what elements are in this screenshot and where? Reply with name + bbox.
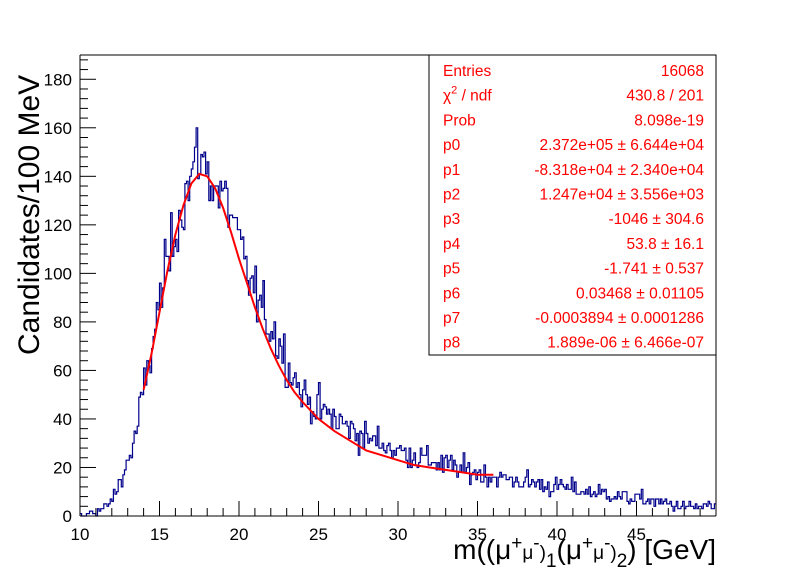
y-tick-label: 80 [53,313,72,332]
axis-layer: 10 15 20 25 30 35 40 45 0 20 40 60 80 100 120 140 160 180 [44,54,717,544]
stats-value: -8.318e+04 ± 2.340e+04 [534,162,704,179]
y-tick-label: 140 [44,167,72,186]
x-tick-label: 35 [468,525,487,544]
y-tick-label: 0 [63,507,72,526]
y-tick-label: 60 [53,361,72,380]
y-tick-label: 40 [53,410,72,429]
stats-label: p8 [443,335,460,352]
stats-value: 8.098e-19 [634,112,704,129]
x-axis-title: m((μ+μ-)1(μ+μ-)2) [GeV] [453,533,716,572]
fit-curve [142,172,494,476]
stats-value: -0.0003894 ± 0.0001286 [535,310,704,327]
y-tick-label: 180 [44,70,72,89]
stats-label: p7 [443,310,460,327]
y-tick-label: 100 [44,264,72,283]
stats-label: p5 [443,261,460,278]
y-axis-title: Candidates/100 MeV [13,75,46,355]
y-tick-label: 120 [44,216,72,235]
stats-label: χ2 / ndf [443,85,492,105]
stats-box: Entries 16068 χ2 / ndf 430.8 / 201 Prob 8.098… [428,54,717,356]
stats-value: 1.247e+04 ± 3.556e+03 [539,187,704,204]
fit-curve-layer [142,172,494,476]
stats-value: -1046 ± 304.6 [608,211,704,228]
stats-value: 53.8 ± 16.1 [627,236,704,253]
stats-value: 430.8 / 201 [626,88,704,105]
x-tick-label: 20 [230,525,249,544]
x-tick-label: 30 [389,525,408,544]
stats-label: p6 [443,285,460,302]
x-tick-label: 15 [150,525,169,544]
stats-label: p4 [443,236,461,253]
x-tick-label: 10 [71,525,90,544]
stats-box-frame [428,54,717,356]
stats-label: p0 [443,137,461,154]
stats-label: p1 [443,162,460,179]
stats-label: Entries [443,63,491,80]
stats-value: 0.03468 ± 0.01105 [576,285,704,302]
stats-value: -1.741 ± 0.537 [604,261,704,278]
x-tick-label: 45 [627,525,646,544]
stats-value: 2.372e+05 ± 6.644e+04 [539,137,704,154]
stats-value: 1.889e-06 ± 6.466e-07 [547,335,704,352]
x-tick-label: 25 [309,525,328,544]
y-tick-label: 160 [44,119,72,138]
stats-label: Prob [443,112,476,129]
y-tick-label: 20 [53,458,72,477]
stats-label: p3 [443,211,460,228]
stats-label: p2 [443,187,460,204]
stats-value: 16068 [661,63,704,80]
x-tick-label: 40 [548,525,567,544]
